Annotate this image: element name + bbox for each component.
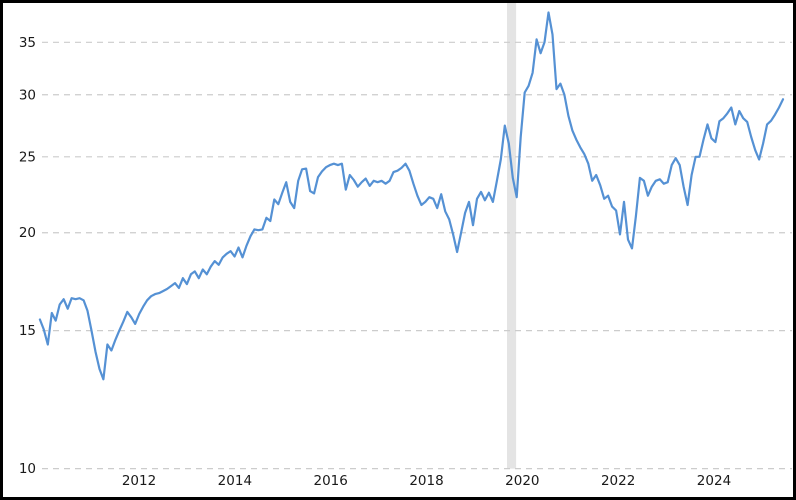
x-tick-label: 2020: [505, 473, 539, 489]
x-tick-label: 2012: [122, 473, 156, 489]
x-tick-label: 2024: [697, 473, 731, 489]
x-tick-label: 2014: [218, 473, 252, 489]
y-tick-label: 25: [19, 149, 36, 165]
x-tick-label: 2016: [314, 473, 348, 489]
y-tick-label: 20: [19, 225, 36, 241]
x-tick-label: 2022: [601, 473, 635, 489]
y-tick-label: 10: [19, 461, 36, 477]
recession-band: [507, 3, 517, 469]
data-line: [38, 11, 785, 381]
y-tick-label: 30: [19, 87, 36, 103]
y-tick-label: 35: [19, 35, 36, 51]
y-tick-label: 15: [19, 323, 36, 339]
x-tick-label: 2018: [409, 473, 443, 489]
